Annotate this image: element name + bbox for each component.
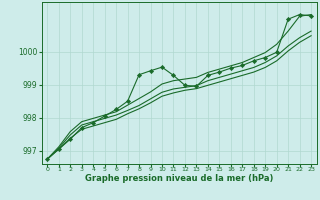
- X-axis label: Graphe pression niveau de la mer (hPa): Graphe pression niveau de la mer (hPa): [85, 174, 273, 183]
